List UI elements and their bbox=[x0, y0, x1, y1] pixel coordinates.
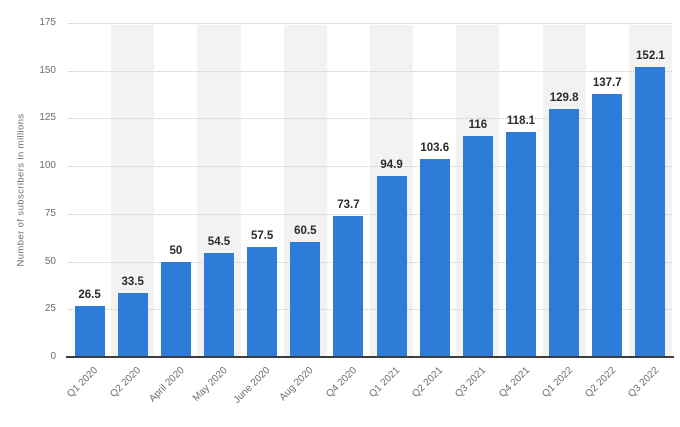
x-axis-label: April 2020 bbox=[147, 365, 187, 405]
y-tick-label: 150 bbox=[39, 64, 56, 76]
bar-value-label: 137.7 bbox=[592, 77, 622, 90]
x-axis-line bbox=[66, 356, 674, 358]
bar[interactable] bbox=[247, 247, 278, 357]
bar-value-label: 152.1 bbox=[636, 49, 665, 62]
bar[interactable] bbox=[549, 109, 580, 357]
y-tick-label: 175 bbox=[39, 17, 56, 28]
x-axis-label: Q4 2020 bbox=[324, 365, 360, 400]
y-axis-title: Number of subscribers in millions bbox=[15, 113, 27, 267]
x-axis-label: Q2 2022 bbox=[583, 365, 619, 400]
grid-line bbox=[68, 166, 672, 168]
bar-value-label: 57.5 bbox=[250, 230, 274, 243]
grid-line bbox=[68, 309, 672, 311]
x-axis-label: Q3 2021 bbox=[453, 365, 489, 400]
x-axis-label: Q1 2021 bbox=[367, 365, 403, 400]
bar-value-label: 118.1 bbox=[506, 114, 536, 127]
bar[interactable] bbox=[160, 261, 191, 357]
bar[interactable] bbox=[419, 159, 450, 357]
bar-value-label: 73.7 bbox=[337, 199, 360, 212]
x-axis-label: Q1 2020 bbox=[65, 365, 101, 400]
x-axis-label: Q3 2022 bbox=[626, 365, 662, 400]
bar-value-label: 33.5 bbox=[121, 276, 144, 289]
grid-line bbox=[68, 118, 672, 120]
x-axis-label: Aug 2020 bbox=[278, 365, 317, 404]
y-tick-label: 50 bbox=[44, 255, 56, 267]
bar-value-label: 54.5 bbox=[207, 235, 231, 248]
bar-value-label: 94.9 bbox=[380, 158, 403, 171]
bar[interactable] bbox=[506, 131, 536, 357]
x-axis-label: Q2 2020 bbox=[108, 365, 144, 400]
bar[interactable] bbox=[333, 216, 364, 357]
y-tick-label: 100 bbox=[39, 160, 56, 172]
grid-line bbox=[68, 23, 672, 24]
y-tick-label: 75 bbox=[44, 207, 56, 219]
bar[interactable] bbox=[376, 175, 407, 357]
bar[interactable] bbox=[592, 94, 623, 357]
x-axis-label: Q4 2021 bbox=[496, 365, 532, 400]
bar[interactable] bbox=[290, 241, 321, 357]
bar[interactable] bbox=[462, 135, 493, 357]
grid-line bbox=[68, 70, 672, 72]
x-axis-label: May 2020 bbox=[190, 365, 230, 404]
bar-value-label: 26.5 bbox=[78, 289, 101, 302]
bar[interactable] bbox=[635, 66, 666, 357]
bar-value-label: 129.8 bbox=[549, 92, 579, 105]
bar-value-label: 103.6 bbox=[420, 142, 450, 155]
bar-value-label: 116 bbox=[468, 118, 488, 131]
bar[interactable] bbox=[74, 306, 105, 357]
x-axis-label: Q2 2021 bbox=[410, 365, 446, 400]
y-tick-label: 0 bbox=[50, 351, 56, 362]
y-tick-label: 25 bbox=[44, 303, 56, 315]
bar[interactable] bbox=[204, 252, 234, 357]
x-axis-label: June 2020 bbox=[232, 365, 273, 406]
x-axis-label: Q1 2022 bbox=[540, 365, 575, 400]
bar[interactable] bbox=[117, 293, 148, 357]
grid-line bbox=[68, 261, 672, 263]
y-tick-label: 125 bbox=[39, 112, 56, 124]
grid-line bbox=[68, 213, 672, 215]
bar-value-label: 50 bbox=[169, 244, 183, 257]
bar-value-label: 60.5 bbox=[294, 224, 317, 237]
